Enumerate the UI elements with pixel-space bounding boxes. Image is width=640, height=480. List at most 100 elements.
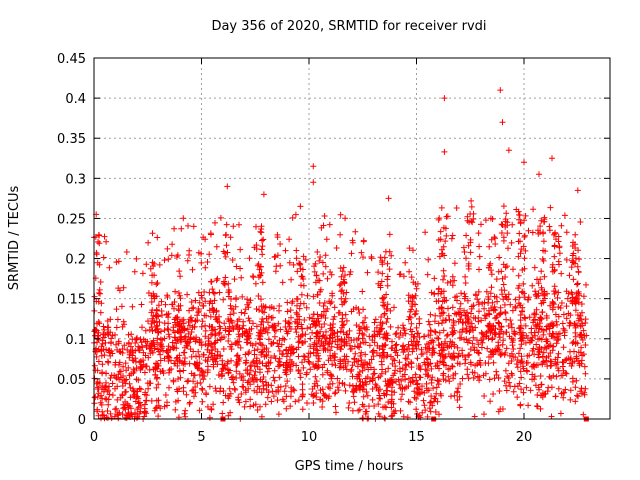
data-point	[346, 271, 353, 278]
data-point	[579, 309, 585, 316]
data-point	[119, 346, 126, 352]
data-point	[530, 317, 537, 324]
data-point	[198, 259, 205, 266]
data-point	[570, 250, 577, 257]
data-point	[526, 314, 533, 321]
data-point	[551, 253, 558, 260]
data-point	[583, 332, 590, 339]
data-point	[312, 279, 319, 286]
data-point	[142, 363, 149, 370]
data-point	[457, 316, 464, 323]
data-point	[258, 341, 265, 348]
data-point	[533, 306, 540, 313]
data-point	[496, 320, 503, 327]
data-point	[274, 340, 281, 347]
data-point	[487, 290, 494, 297]
data-point	[339, 380, 346, 387]
data-point	[581, 389, 588, 396]
data-point	[210, 361, 217, 368]
data-point	[441, 148, 448, 155]
data-point	[360, 393, 367, 400]
data-point	[221, 250, 228, 257]
data-point	[555, 385, 562, 392]
data-point	[187, 399, 193, 406]
data-point	[346, 382, 353, 389]
data-point	[200, 302, 207, 309]
data-point	[270, 374, 277, 381]
data-point	[392, 342, 399, 349]
data-point	[259, 279, 266, 286]
data-point	[468, 197, 475, 204]
data-point	[113, 375, 120, 382]
data-point	[255, 293, 262, 299]
data-point	[268, 398, 275, 405]
data-point	[379, 366, 386, 373]
data-point	[121, 321, 128, 328]
data-point	[189, 266, 196, 273]
data-point	[180, 316, 187, 323]
data-point	[514, 394, 521, 401]
data-point	[114, 396, 121, 403]
data-point	[190, 378, 197, 385]
data-point	[306, 359, 313, 366]
data-point	[199, 398, 206, 405]
data-point	[555, 350, 562, 357]
data-point	[104, 408, 111, 414]
data-point	[505, 360, 512, 367]
data-point	[475, 299, 482, 306]
data-point	[515, 350, 522, 357]
data-point	[95, 390, 102, 397]
data-point	[133, 365, 140, 371]
data-point	[469, 340, 476, 347]
data-point	[222, 253, 229, 260]
data-point	[454, 397, 461, 403]
data-point	[413, 285, 420, 292]
data-point	[517, 345, 524, 352]
data-point	[287, 393, 294, 400]
data-point	[257, 228, 264, 235]
data-point	[95, 238, 101, 245]
data-point	[568, 363, 575, 369]
data-point	[321, 299, 328, 306]
data-point	[385, 399, 392, 406]
data-point	[458, 290, 465, 297]
data-point	[475, 230, 482, 237]
data-point	[377, 395, 384, 402]
data-point	[169, 301, 175, 308]
data-point	[474, 337, 480, 344]
data-point	[254, 346, 261, 353]
data-point	[550, 288, 557, 295]
data-point	[294, 316, 301, 323]
data-point	[211, 340, 218, 347]
data-point	[506, 333, 513, 340]
data-point	[320, 342, 327, 349]
data-point	[543, 336, 550, 343]
data-point	[468, 203, 475, 210]
data-point	[171, 305, 177, 312]
data-point	[306, 314, 313, 321]
data-point	[234, 360, 241, 367]
data-point	[555, 365, 561, 372]
data-point	[113, 259, 120, 266]
data-point	[354, 363, 361, 370]
data-point	[517, 401, 524, 408]
data-point	[226, 318, 232, 325]
data-point	[180, 388, 187, 395]
data-point	[259, 360, 266, 367]
data-point	[500, 261, 507, 268]
data-point	[534, 403, 541, 410]
data-point	[136, 399, 143, 406]
data-point	[260, 191, 267, 198]
data-point	[92, 332, 98, 339]
data-point	[563, 229, 570, 236]
data-point	[279, 279, 286, 286]
data-point	[431, 291, 438, 298]
data-point	[440, 359, 447, 366]
data-point	[414, 355, 421, 362]
data-point	[427, 399, 434, 406]
data-point	[98, 415, 104, 422]
data-point	[538, 381, 545, 388]
data-point	[124, 346, 131, 353]
data-point	[337, 345, 344, 352]
data-point	[299, 331, 306, 338]
